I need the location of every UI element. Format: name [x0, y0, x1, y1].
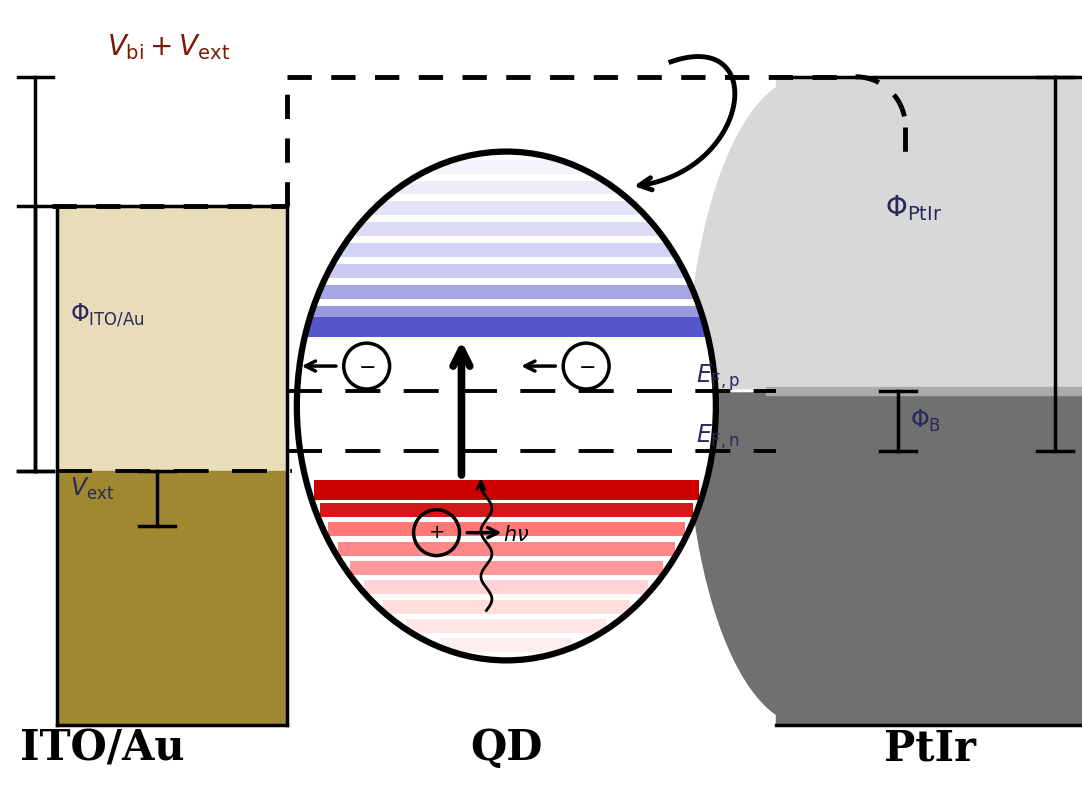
Bar	[320, 503, 692, 517]
Bar	[407, 619, 606, 633]
Bar	[356, 222, 657, 236]
Bar	[314, 484, 699, 498]
Bar	[440, 638, 572, 653]
Polygon shape	[686, 391, 1082, 725]
Bar	[399, 181, 613, 194]
Text: $-$: $-$	[358, 356, 375, 376]
Text: $+$: $+$	[428, 523, 445, 542]
Text: $E_\mathrm{F,p}$: $E_\mathrm{F,p}$	[696, 362, 740, 393]
Text: ITO/Au: ITO/Au	[21, 728, 185, 769]
Text: PtIr: PtIr	[884, 728, 976, 769]
Text: $\Phi_\mathrm{PtIr}$: $\Phi_\mathrm{PtIr}$	[885, 193, 942, 223]
Text: $h\nu$: $h\nu$	[503, 525, 530, 544]
Text: $\Phi_\mathrm{B}$: $\Phi_\mathrm{B}$	[910, 408, 941, 434]
Polygon shape	[686, 76, 1082, 391]
Bar	[319, 285, 694, 299]
Bar	[314, 480, 699, 500]
Text: $V_\mathrm{bi} + V_\mathrm{ext}$: $V_\mathrm{bi} + V_\mathrm{ext}$	[107, 32, 230, 62]
Text: $\Phi_\mathrm{ITO/Au}$: $\Phi_\mathrm{ITO/Au}$	[70, 302, 145, 329]
Bar	[365, 580, 648, 595]
Bar	[349, 561, 663, 575]
Text: QD: QD	[471, 728, 542, 769]
Bar	[312, 306, 701, 320]
Text: $E_\mathrm{F,n}$: $E_\mathrm{F,n}$	[696, 423, 740, 451]
Text: $V_\mathrm{ext}$: $V_\mathrm{ext}$	[70, 476, 115, 502]
Ellipse shape	[296, 151, 716, 661]
Bar	[383, 599, 630, 614]
Bar	[374, 201, 638, 216]
Bar	[328, 522, 685, 537]
Bar	[436, 159, 577, 174]
Bar	[338, 542, 675, 556]
Text: $-$: $-$	[578, 356, 595, 376]
Bar	[341, 244, 672, 257]
Bar	[307, 317, 705, 338]
Bar	[329, 264, 684, 279]
